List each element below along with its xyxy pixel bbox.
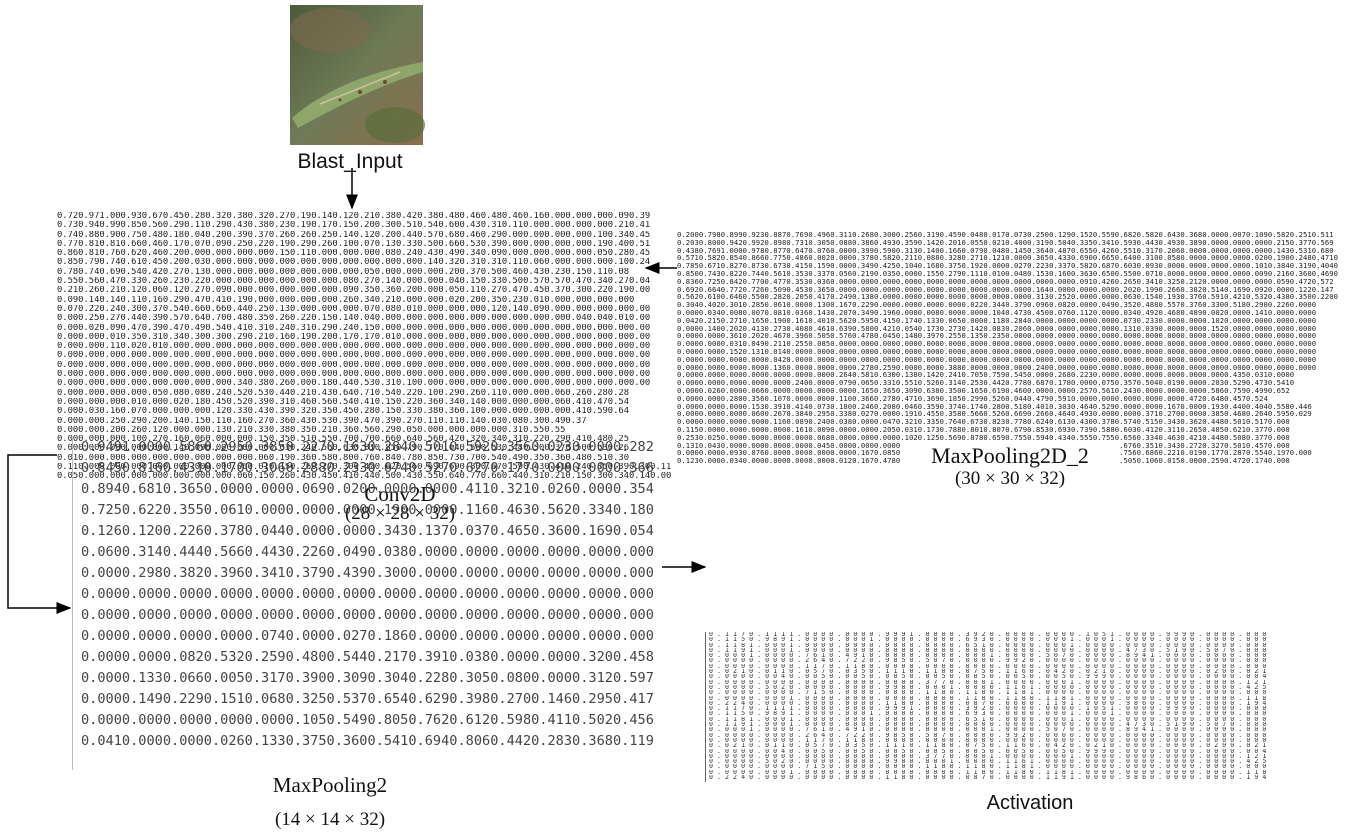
value-row: 0.000.000.000.000.000.000.000.000.000.00…	[57, 370, 671, 379]
value-row: 0.550.560.470.330.260.230.220.000.000.00…	[57, 277, 671, 286]
value-row: 0.070.220.240.300.370.540.660.660.440.25…	[57, 305, 671, 314]
value-row: 0.0000.0000.0000.0000.0000.1050.5490.805…	[81, 710, 654, 731]
value-row: 0.850.790.740.610.450.200.030.000.000.00…	[57, 258, 671, 267]
value-row: 0.1260.1200.2260.3780.0440.0000.0000.343…	[81, 521, 654, 542]
value-row: 0.860.810.760.620.460.200.000.000.000.00…	[57, 249, 671, 258]
value-row: 0.0000.0000.0000.0000.0000.0000.0000.000…	[81, 584, 654, 605]
value-row: 0.0000.0260.0000.0660.0000.0000.0000.000…	[677, 387, 1338, 395]
activation-values: 0.1170.1111.0000.0000.9991.0000.3920.000…	[705, 632, 1270, 782]
value-row: 0.0000.0000.0310.0490.2110.2550.0850.000…	[677, 340, 1338, 348]
value-row: 0.000.000.000.000.050.080.080.240.520.53…	[57, 389, 671, 398]
value-row: 0.0410.0000.0000.0260.1330.3750.3600.541…	[81, 731, 654, 752]
value-row: 0.0000.1400.2020.4130.2730.4080.4610.639…	[677, 325, 1338, 333]
value-row: 0.0000.0000.0000.0000.1360.0000.0000.000…	[677, 364, 1338, 372]
value-row: 0.0000.0000.3610.2020.4670.3960.5050.576…	[677, 332, 1338, 340]
value-row: 0.0000.2980.3820.3960.3410.3790.4390.300…	[81, 563, 654, 584]
value-row: 0.6920.6640.7720.7260.5090.4530.3650.000…	[677, 286, 1338, 294]
value-row: 0.7250.6220.3550.0610.0000.0000.0000.190…	[81, 500, 654, 521]
value-row: 0.000.000.000.000.000.000.000.000.340.38…	[57, 379, 671, 388]
maxpooling2-values: 0.9491.0000.5860.2950.3850.2270.1630.284…	[72, 437, 654, 770]
value-row: 0.0000.0000.0820.5320.2590.4800.5440.217…	[81, 647, 654, 668]
value-row: 0.000.000.010.350.310.340.300.300.290.21…	[57, 333, 671, 342]
maxpooling2d-2-values: 0.2000.7980.8990.9230.8870.7690.4960.311…	[677, 231, 1338, 465]
value-row: 0.5710.5820.8540.8660.7750.4860.0020.000…	[677, 254, 1338, 262]
value-row: 0.000.000.000.000.000.000.000.000.000.00…	[57, 361, 671, 370]
value-row: 0.2530.0250.0000.0000.0000.0000.0680.000…	[677, 434, 1338, 442]
value-row: 0.0000.0000.0000.0000.0000.0000.0000.264…	[677, 371, 1338, 379]
value-row: 0.000.030.160.070.000.000.000.120.330.43…	[57, 407, 671, 416]
input-image	[290, 5, 425, 145]
value-row: 0.8360.7250.8420.7700.4770.3530.0360.000…	[677, 278, 1338, 286]
value-row: 0.0420.2150.2710.1650.1900.1610.4010.562…	[677, 317, 1338, 325]
value-row: 0.0000.1490.2290.1510.0680.3250.5370.654…	[81, 689, 654, 710]
value-row: 0.000.000.200.260.120.000.000.130.210.33…	[57, 426, 671, 435]
layer-name: Activation	[930, 792, 1130, 815]
value-row: 0.0000.0000.0000.0000.0000.0000.0000.000…	[81, 605, 654, 626]
value-row: 0.770.810.810.660.460.170.070.090.250.22…	[57, 240, 671, 249]
value-row: 0.000.000.000.010.000.020.180.450.520.39…	[57, 398, 671, 407]
value-row: 0.210.260.210.120.060.120.270.090.000.00…	[57, 286, 671, 295]
value-row: 0.0000.0000.0000.0000.1160.0890.2400.038…	[677, 418, 1338, 426]
layer-name: MaxPooling2D_2	[900, 443, 1120, 469]
value-row: 0.720.971.000.930.670.450.280.320.380.32…	[57, 212, 671, 221]
value-row: 0.0000.0000.2800.3560.1070.0000.0000.110…	[677, 395, 1338, 403]
value-row: 0.000.000.000.000.000.000.000.000.000.00…	[57, 351, 671, 360]
value-row: 0.090.140.140.110.160.290.470.410.190.00…	[57, 296, 671, 305]
value-row: 0.0000.0000.0000.0600.2670.3840.2950.338…	[677, 410, 1338, 418]
input-label: Blast_Input	[270, 150, 430, 174]
value-row: 0.2030.8000.9420.9920.8980.7310.3050.088…	[677, 239, 1338, 247]
value-row: 0.8450.8160.4310.1700.3060.2880.2330.074…	[81, 458, 654, 479]
value-row: 0.8500.7430.8220.7440.5610.3530.3370.056…	[677, 270, 1338, 278]
value-row: 0.9491.0000.5860.2950.3850.2270.1630.284…	[81, 437, 654, 458]
value-row: 0.3040.4020.3010.2850.0610.0000.1300.167…	[677, 301, 1338, 309]
value-row: 0.0000.0000.1520.1310.0140.0000.0000.000…	[677, 348, 1338, 356]
value-row: 0.4380.7691.0000.9780.8770.6470.0760.000…	[677, 247, 1338, 255]
value-row: 0.2240.0000.0000.0000.1180.0000.0870.000…	[709, 775, 1270, 780]
layer-shape: (30 × 30 × 32)	[900, 468, 1120, 490]
value-row: 0.000.000.110.020.010.000.000.000.000.00…	[57, 342, 671, 351]
value-row: 0.0600.3140.4440.5660.4430.2260.0490.038…	[81, 542, 654, 563]
page: {"input": {"label": "Blast_Input"}, "con…	[0, 0, 1354, 836]
value-row: 0.7850.6710.8270.8730.6730.4150.1590.000…	[677, 262, 1338, 270]
value-row: 0.000.000.250.290.200.140.150.110.160.27…	[57, 417, 671, 426]
value-row: 0.8940.6810.3650.0000.0000.0690.0200.000…	[81, 479, 654, 500]
value-row: 0.000.250.270.440.390.570.640.700.480.35…	[57, 314, 671, 323]
value-row: 0.780.740.690.540.420.270.130.000.000.00…	[57, 268, 671, 277]
value-row: 0.1150.0000.0000.0000.0000.1610.0090.000…	[677, 426, 1338, 434]
value-row: 0.0000.0000.0000.0000.0000.2400.0000.079…	[677, 379, 1338, 387]
value-row: 0.000.020.090.470.390.470.490.540.410.31…	[57, 324, 671, 333]
value-row: 0.740.880.900.750.480.180.040.200.390.37…	[57, 231, 671, 240]
layer-name: MaxPooling2	[220, 773, 440, 798]
value-row: 0.2000.7980.8990.9230.8870.7690.4960.311…	[677, 231, 1338, 239]
value-row: 0.0000.0000.0000.0000.0420.0000.0000.000…	[677, 356, 1338, 364]
value-row: 0.0000.0000.0000.0000.0740.0000.0270.186…	[81, 626, 654, 647]
value-row: 0.0000.1330.0660.0050.3170.3900.3090.304…	[81, 668, 654, 689]
value-row: 0.0000.0340.0080.0070.0810.0360.1430.207…	[677, 309, 1338, 317]
value-row: 0.0000.0000.0000.1530.3910.4140.0730.180…	[677, 403, 1338, 411]
value-row: 0.730.940.990.850.560.290.110.290.430.38…	[57, 221, 671, 230]
layer-shape: (14 × 14 × 32)	[220, 809, 440, 831]
value-row: 0.5620.6100.6460.5500.2820.2050.4170.249…	[677, 293, 1338, 301]
